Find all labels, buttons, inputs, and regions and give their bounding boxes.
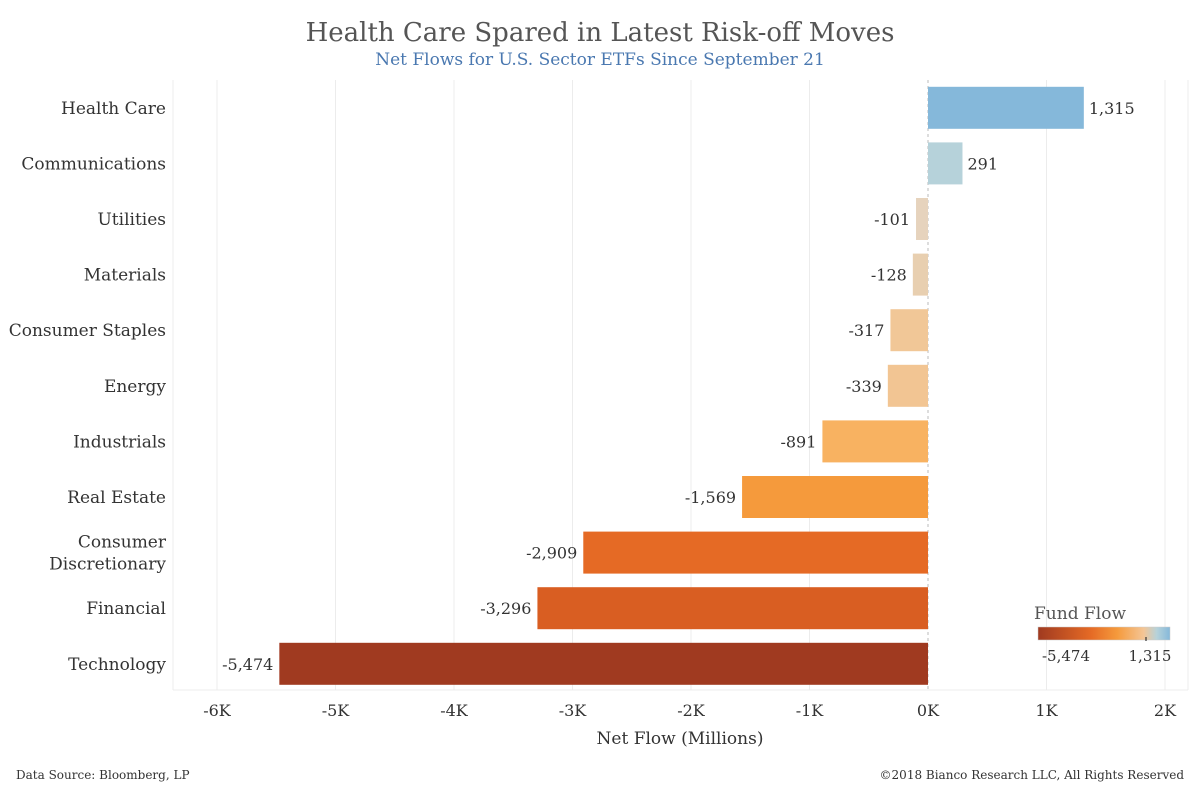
category-label: Real Estate xyxy=(67,488,166,508)
value-label: -891 xyxy=(780,432,816,451)
bar xyxy=(928,86,1084,129)
chart-subtitle: Net Flows for U.S. Sector ETFs Since Sep… xyxy=(375,50,825,70)
bar xyxy=(928,142,963,185)
x-tick-label: -1K xyxy=(796,701,825,720)
bar xyxy=(912,253,928,296)
chart-title: Health Care Spared in Latest Risk-off Mo… xyxy=(305,18,895,48)
x-axis-label: Net Flow (Millions) xyxy=(597,729,764,749)
bar xyxy=(537,587,928,630)
bar xyxy=(887,364,928,407)
x-tick-label: -2K xyxy=(677,701,706,720)
copyright: ©2018 Bianco Research LLC, All Rights Re… xyxy=(879,768,1184,782)
category-label: Financial xyxy=(86,599,166,619)
legend-gradient-bar xyxy=(1037,626,1171,641)
category-label: Technology xyxy=(68,655,166,675)
x-tick-label: -5K xyxy=(322,701,351,720)
category-label: Materials xyxy=(84,266,166,286)
value-label: -5,474 xyxy=(222,655,273,674)
category-label: Health Care xyxy=(61,99,166,119)
bar xyxy=(742,476,928,518)
category-label: Consumer Staples xyxy=(9,321,166,341)
x-tick-label: -4K xyxy=(440,701,469,720)
category-label: Discretionary xyxy=(49,555,166,575)
x-tick-label: 2K xyxy=(1154,701,1177,720)
value-label: -128 xyxy=(871,266,907,285)
bar xyxy=(916,198,928,240)
legend: Fund Flow -5,474 1,315 xyxy=(1034,604,1171,665)
legend-max-label: 1,315 xyxy=(1129,647,1172,665)
bar xyxy=(583,531,928,574)
category-label: Consumer xyxy=(78,533,167,553)
bar xyxy=(822,420,928,463)
value-label: 291 xyxy=(967,154,998,173)
value-label: -2,909 xyxy=(526,544,577,563)
x-tick-label: -6K xyxy=(203,701,232,720)
x-tick-label: 1K xyxy=(1035,701,1058,720)
category-label: Energy xyxy=(104,377,166,397)
x-tick-label: -3K xyxy=(559,701,588,720)
bar xyxy=(279,642,928,685)
bar xyxy=(890,309,928,352)
legend-title: Fund Flow xyxy=(1034,604,1126,624)
value-label: -1,569 xyxy=(685,488,736,507)
data-source: Data Source: Bloomberg, LP xyxy=(16,768,190,782)
x-tick-label: 0K xyxy=(917,701,940,720)
category-label: Utilities xyxy=(97,210,166,230)
value-label: -3,296 xyxy=(480,599,531,618)
value-label: -339 xyxy=(846,377,882,396)
category-label: Communications xyxy=(21,154,166,174)
legend-min-label: -5,474 xyxy=(1042,647,1090,665)
value-label: -317 xyxy=(848,321,884,340)
value-label: 1,315 xyxy=(1089,99,1135,118)
category-label: Industrials xyxy=(73,432,166,452)
value-label: -101 xyxy=(874,210,910,229)
